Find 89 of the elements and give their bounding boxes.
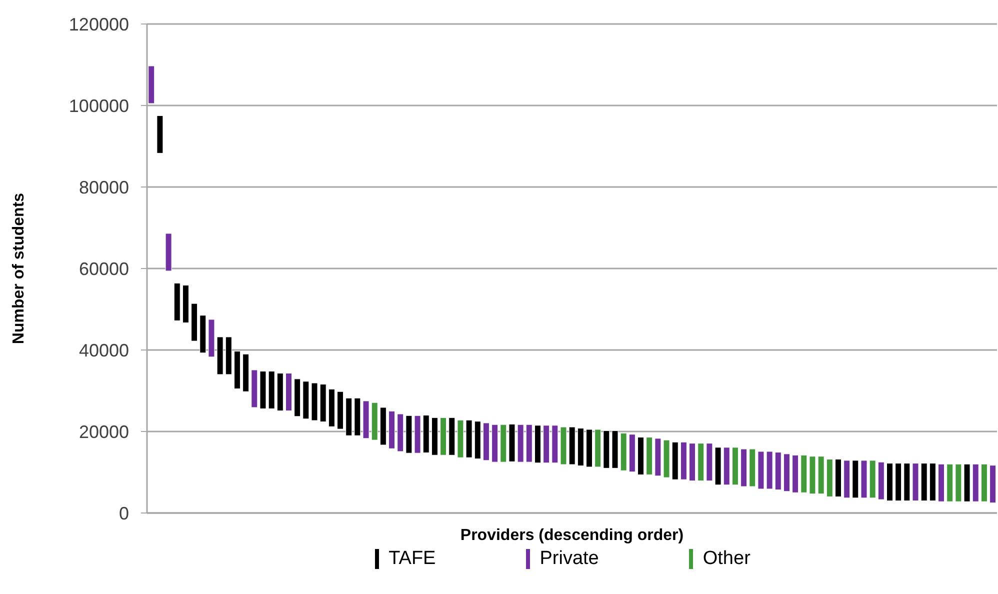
bar	[388, 410, 396, 449]
y-tick-label: 40000	[78, 340, 129, 360]
bar	[594, 429, 602, 468]
bar	[552, 425, 558, 464]
bar	[946, 464, 954, 502]
bar	[826, 458, 833, 497]
bar	[500, 424, 507, 462]
bar	[311, 382, 318, 421]
bar	[603, 430, 610, 468]
bar	[234, 350, 240, 389]
bar	[191, 303, 198, 342]
bar	[371, 402, 378, 440]
bar	[990, 465, 996, 504]
bar	[165, 233, 172, 272]
bar	[148, 66, 155, 104]
bar	[895, 463, 902, 502]
bar	[294, 378, 301, 417]
bar	[586, 429, 593, 468]
y-tick-label: 20000	[78, 422, 129, 442]
bar	[886, 463, 894, 502]
legend-label: Other	[702, 548, 750, 570]
bar	[920, 463, 928, 502]
bar	[526, 424, 532, 462]
bar	[646, 436, 653, 475]
bar	[980, 464, 988, 502]
bar	[698, 443, 704, 482]
bar	[680, 442, 687, 480]
bar	[783, 454, 790, 492]
bar	[543, 425, 550, 464]
bar	[860, 460, 868, 498]
y-tick-label: 100000	[68, 96, 129, 116]
bar	[346, 398, 352, 436]
bar	[577, 428, 584, 466]
bar	[628, 434, 636, 472]
y-tick-label: 60000	[78, 258, 129, 279]
bar	[328, 388, 335, 427]
bar	[337, 391, 344, 430]
bar	[431, 417, 438, 456]
bar	[740, 448, 748, 487]
bar	[774, 452, 782, 490]
bar	[869, 460, 876, 498]
bar	[268, 370, 275, 409]
bar	[225, 336, 232, 375]
y-axis-title: Number of students	[10, 192, 28, 344]
bar	[174, 282, 180, 321]
bar	[834, 458, 842, 497]
bar	[878, 462, 884, 500]
bar	[448, 417, 456, 456]
bar	[972, 464, 979, 502]
bar	[276, 372, 284, 411]
bar	[200, 315, 206, 354]
bar	[320, 384, 326, 422]
bar	[260, 370, 266, 409]
bar	[852, 460, 859, 498]
bar	[482, 422, 490, 461]
bar	[286, 372, 292, 411]
y-tick-label: 120000	[68, 14, 129, 34]
bar	[440, 417, 447, 456]
bar	[749, 448, 756, 487]
bar	[182, 284, 189, 323]
bar	[620, 432, 627, 471]
bar	[568, 426, 576, 465]
bar	[689, 443, 696, 482]
bar	[422, 414, 430, 453]
bar	[251, 370, 258, 408]
bar	[560, 426, 567, 465]
bar	[156, 115, 164, 154]
bar	[474, 421, 481, 460]
bar	[929, 463, 936, 502]
y-tick-label: 0	[118, 503, 129, 524]
bar	[397, 414, 404, 452]
bar	[844, 460, 850, 498]
bar	[534, 425, 541, 464]
x-axis-title: Providers (descending order)	[460, 527, 684, 544]
bar	[800, 454, 808, 493]
bar	[938, 464, 945, 502]
bar	[380, 407, 386, 446]
bar	[492, 424, 498, 462]
legend-label: TAFE	[388, 548, 436, 570]
legend-label: Private	[540, 548, 599, 570]
bar	[792, 454, 799, 493]
bar	[672, 442, 678, 480]
bar	[612, 430, 618, 468]
y-tick-label: 80000	[78, 177, 129, 198]
bar	[732, 447, 738, 486]
bar	[302, 381, 310, 420]
bar	[638, 436, 644, 475]
bar	[242, 354, 250, 392]
bar	[723, 447, 730, 486]
